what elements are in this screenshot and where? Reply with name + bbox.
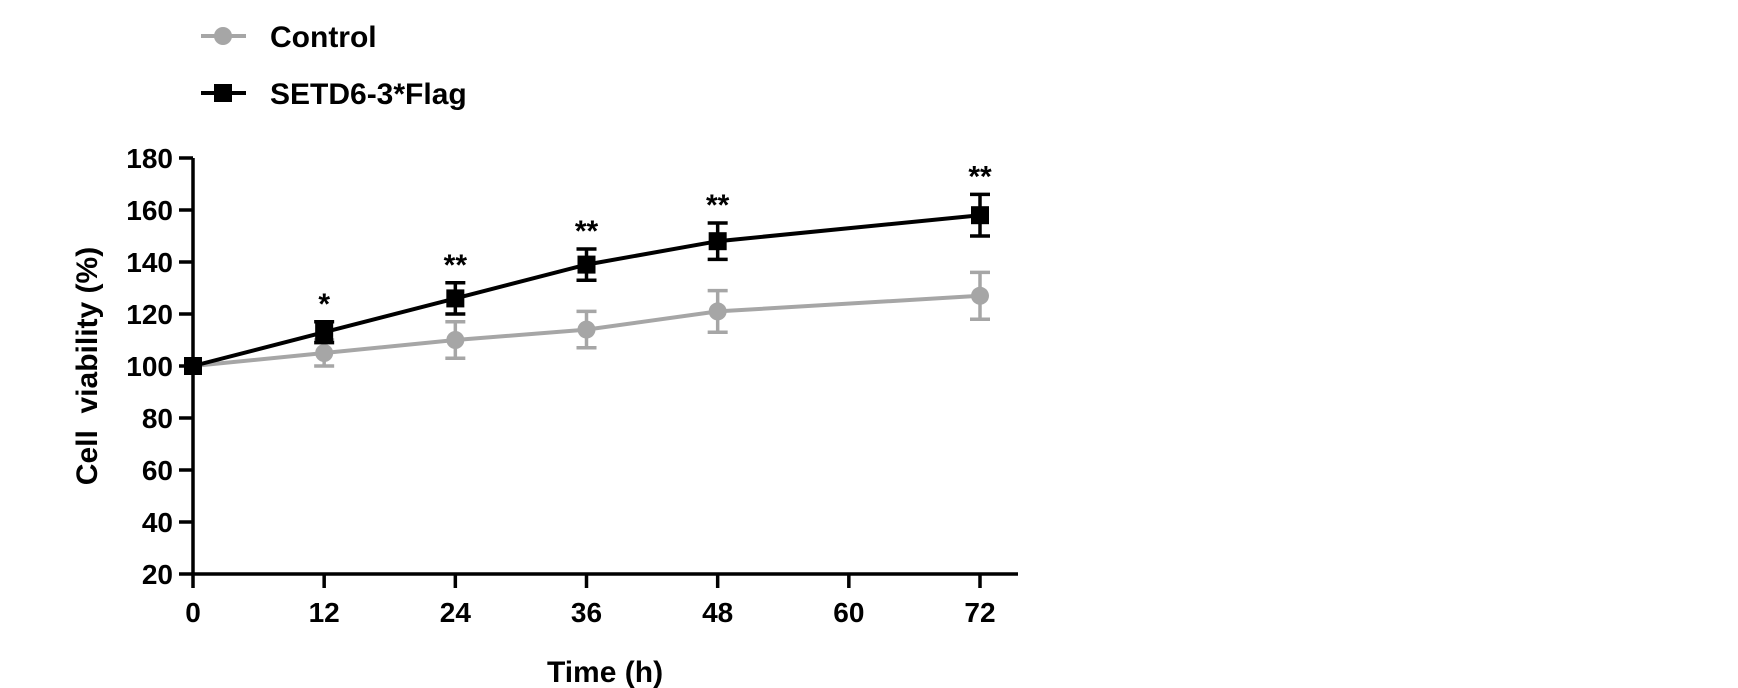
data-point xyxy=(446,331,465,349)
data-point xyxy=(577,255,596,274)
annotations: ********* xyxy=(318,160,992,320)
y-tick-label: 180 xyxy=(126,143,173,174)
y-tick-label: 120 xyxy=(126,299,173,330)
legend-entry-0: Control xyxy=(201,21,377,54)
data-point xyxy=(971,206,989,225)
series-layer xyxy=(184,192,990,375)
x-tick-label: 72 xyxy=(964,597,995,628)
y-tick-label: 140 xyxy=(126,247,173,278)
data-point xyxy=(708,302,727,321)
legend: Control SETD6-3*Flag xyxy=(201,21,467,111)
y-tick-label: 100 xyxy=(126,351,173,382)
series-line xyxy=(192,213,981,368)
legend-marker xyxy=(214,27,232,45)
x-tick-label: 12 xyxy=(309,597,340,628)
series-line xyxy=(192,293,981,368)
x-tick-label: 60 xyxy=(833,597,864,628)
data-point xyxy=(446,289,465,308)
legend-marker xyxy=(214,84,232,102)
series-1 xyxy=(184,192,990,375)
significance-label: ** xyxy=(575,215,599,248)
data-point xyxy=(315,323,334,342)
significance-label: ** xyxy=(444,249,468,282)
significance-label: * xyxy=(318,288,330,321)
x-tick-label: 36 xyxy=(571,597,602,628)
x-axis-label: Time (h) xyxy=(547,656,663,688)
x-tick-label: 24 xyxy=(440,597,472,628)
series-0 xyxy=(184,270,990,375)
y-tick-label: 80 xyxy=(142,403,173,434)
significance-label: ** xyxy=(706,189,730,222)
legend-entry-1: SETD6-3*Flag xyxy=(201,78,467,111)
y-tick-label: 40 xyxy=(142,507,173,538)
ticks: 20 40 60 80 100 120 140 160 180 0 12 24 36 48 60 72 xyxy=(126,143,995,628)
data-point xyxy=(971,286,989,305)
y-axis-label: Cell viability (%) xyxy=(71,247,104,485)
data-point xyxy=(315,344,334,362)
y-tick-label: 160 xyxy=(126,195,173,226)
y-tick-label: 60 xyxy=(142,455,173,486)
significance-label: ** xyxy=(968,160,992,193)
data-point xyxy=(577,320,596,339)
data-point xyxy=(708,232,727,251)
x-tick-label: 48 xyxy=(702,597,733,628)
y-tick-label: 20 xyxy=(142,559,173,590)
legend-label: Control xyxy=(270,21,377,54)
x-tick-label: 0 xyxy=(185,597,201,628)
legend-label: SETD6-3*Flag xyxy=(270,78,467,111)
